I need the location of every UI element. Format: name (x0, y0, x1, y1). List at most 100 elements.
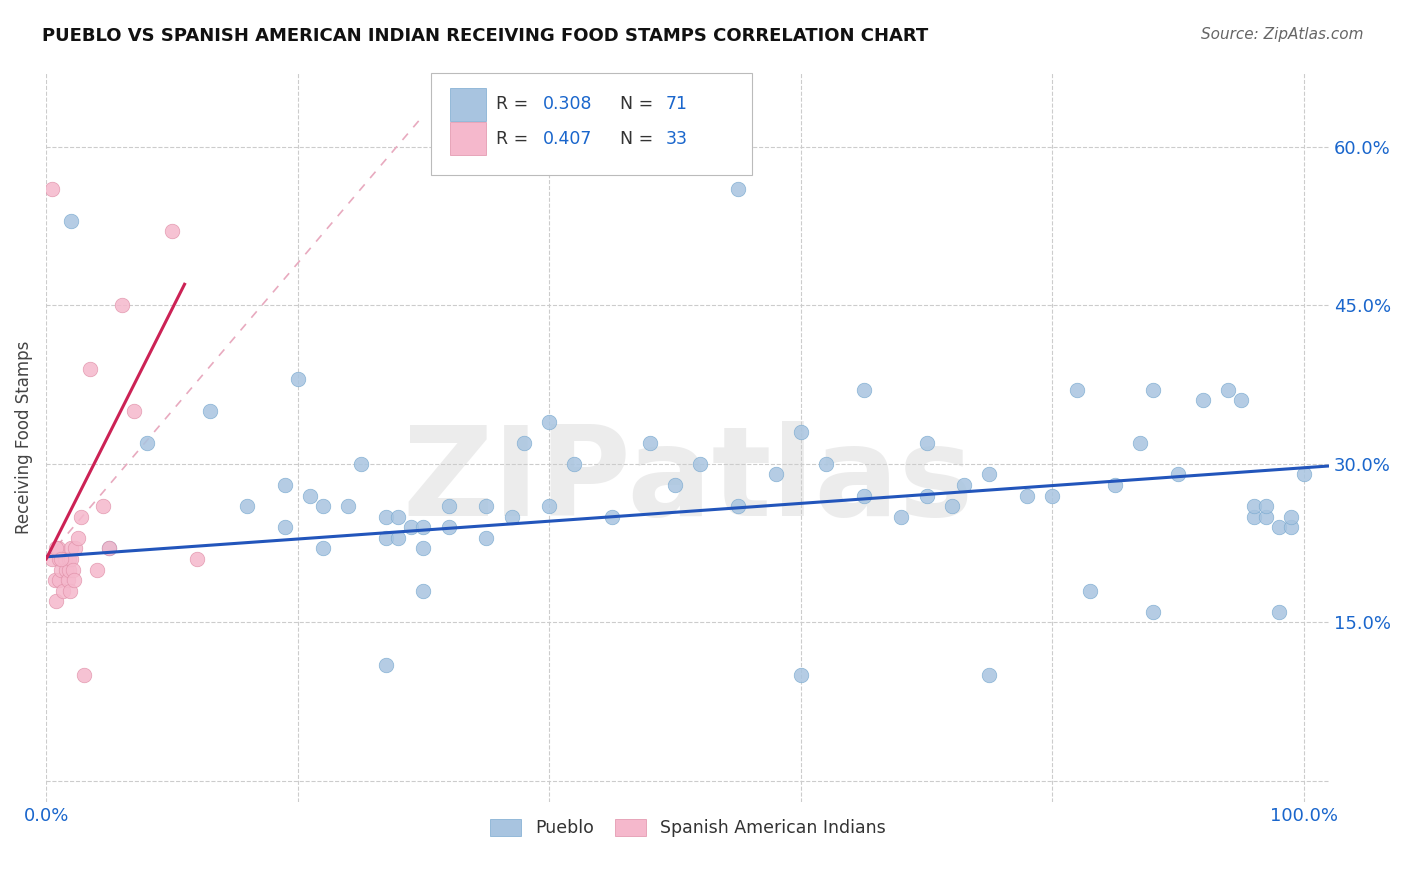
Point (337, 499, 360, 513)
Point (62, 562, 84, 576)
Point (44, 573, 66, 587)
Point (374, 531, 396, 545)
Point (638, 435, 661, 450)
Point (60, 214, 83, 228)
Point (66, 531, 89, 545)
Point (1104, 478, 1126, 492)
Point (312, 499, 335, 513)
Text: 71: 71 (666, 95, 688, 113)
Point (312, 541, 335, 556)
Point (953, 478, 976, 492)
Point (387, 509, 409, 524)
Text: 33: 33 (666, 129, 688, 147)
Point (1192, 393, 1215, 408)
Point (727, 182, 749, 196)
Point (58, 562, 80, 576)
Point (1243, 509, 1265, 524)
Point (1129, 435, 1152, 450)
Point (59, 583, 82, 598)
Point (979, 467, 1001, 482)
Point (46, 541, 69, 556)
Point (58, 552, 80, 566)
Point (53, 552, 76, 566)
Point (349, 457, 371, 471)
FancyBboxPatch shape (450, 88, 486, 120)
Text: N =: N = (620, 95, 658, 113)
Point (513, 435, 536, 450)
Point (122, 404, 145, 418)
Point (98, 541, 121, 556)
Point (1230, 393, 1253, 408)
Point (51, 583, 73, 598)
Point (1292, 467, 1315, 482)
Point (98, 541, 121, 556)
Text: R =: R = (496, 129, 534, 147)
Point (79, 361, 101, 376)
Point (274, 520, 297, 534)
Point (198, 404, 221, 418)
Point (56, 573, 79, 587)
Point (979, 668, 1001, 682)
Point (236, 499, 259, 513)
Point (51, 552, 73, 566)
Point (73, 668, 96, 682)
Point (45, 594, 67, 608)
FancyBboxPatch shape (432, 73, 752, 175)
Point (475, 499, 498, 513)
Point (48, 573, 70, 587)
Point (1142, 605, 1164, 619)
Point (1256, 499, 1278, 513)
Point (41, 182, 63, 196)
FancyBboxPatch shape (450, 122, 486, 155)
Point (538, 499, 561, 513)
Point (45, 541, 67, 556)
Point (299, 489, 322, 503)
Point (70, 509, 93, 524)
Point (1167, 467, 1189, 482)
Point (765, 467, 787, 482)
Text: 0.407: 0.407 (543, 129, 592, 147)
Point (1066, 383, 1088, 397)
Point (135, 435, 157, 450)
Point (1142, 383, 1164, 397)
Point (111, 298, 134, 312)
Point (63, 573, 86, 587)
Point (890, 509, 912, 524)
Point (437, 499, 460, 513)
Point (475, 531, 498, 545)
Point (1279, 509, 1302, 524)
Point (1017, 489, 1039, 503)
Point (48, 552, 70, 566)
Point (60, 541, 83, 556)
Point (790, 425, 813, 439)
Point (941, 499, 963, 513)
Point (412, 541, 434, 556)
Text: 0.308: 0.308 (543, 95, 592, 113)
Point (852, 489, 875, 503)
Point (86, 562, 108, 576)
Point (287, 372, 309, 386)
Point (399, 520, 422, 534)
Point (538, 415, 561, 429)
Point (160, 224, 183, 238)
Point (915, 489, 938, 503)
Text: ZIPatlas: ZIPatlas (402, 421, 973, 541)
Point (274, 478, 297, 492)
Text: R =: R = (496, 95, 534, 113)
Text: PUEBLO VS SPANISH AMERICAN INDIAN RECEIVING FOOD STAMPS CORRELATION CHART: PUEBLO VS SPANISH AMERICAN INDIAN RECEIV… (42, 27, 928, 45)
Point (51, 562, 73, 576)
Point (600, 509, 623, 524)
Point (412, 583, 434, 598)
Point (63, 541, 86, 556)
Point (374, 657, 396, 672)
Point (790, 668, 813, 682)
Point (915, 435, 938, 450)
Point (1279, 520, 1302, 534)
Point (374, 509, 396, 524)
Point (1267, 520, 1289, 534)
Point (664, 478, 686, 492)
Text: N =: N = (620, 129, 658, 147)
Point (727, 499, 749, 513)
Point (564, 457, 586, 471)
Point (60, 552, 83, 566)
